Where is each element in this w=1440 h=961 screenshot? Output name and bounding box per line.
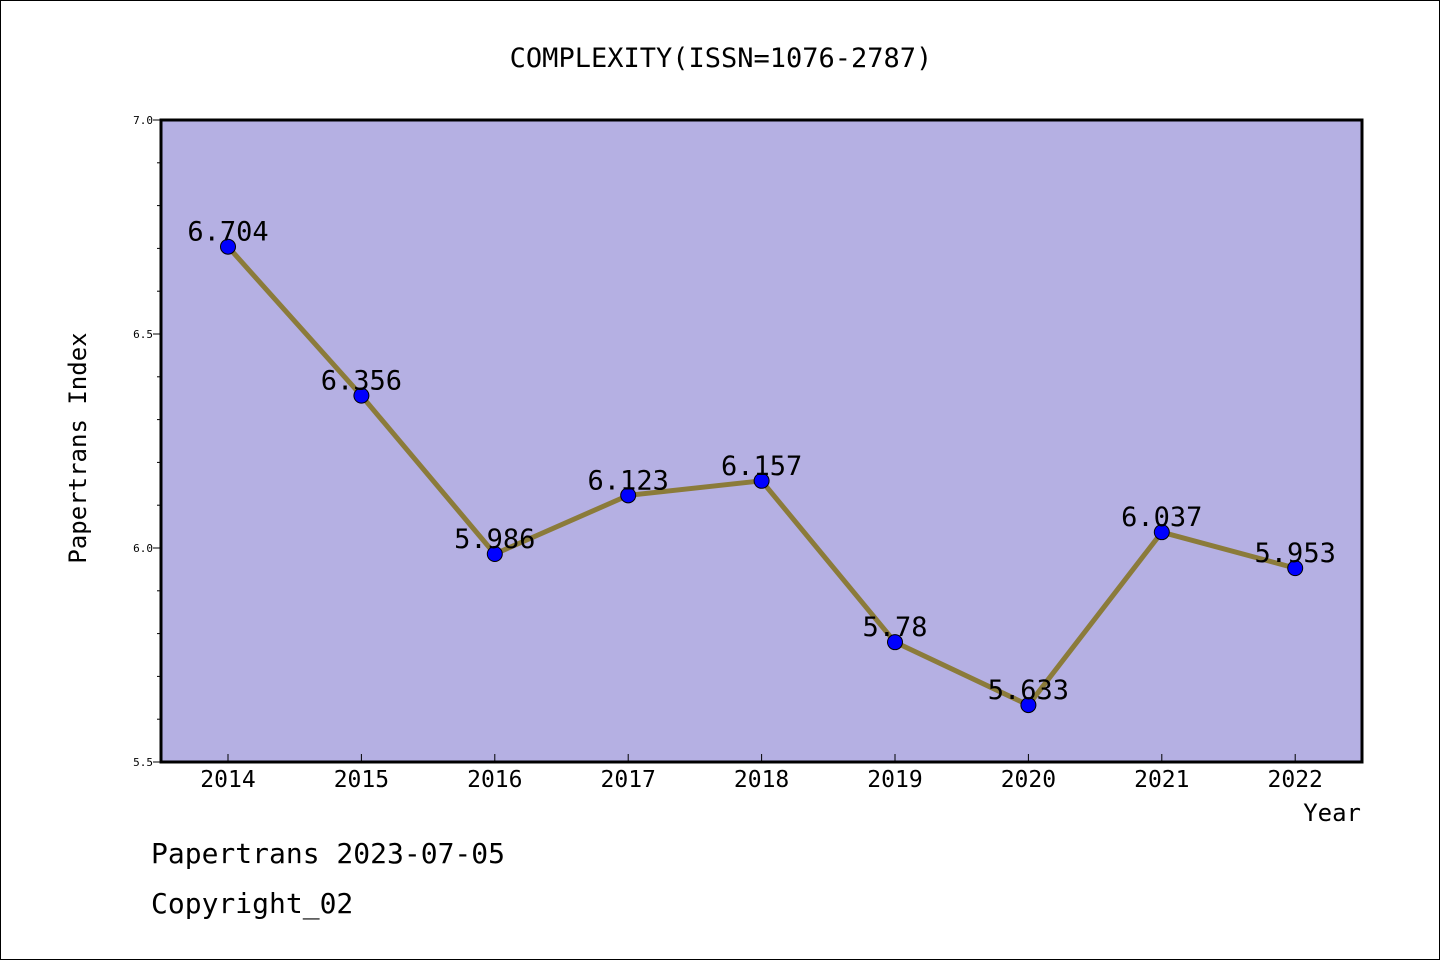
x-tick-label: 2020 xyxy=(1001,767,1056,793)
data-point xyxy=(620,487,637,504)
x-tick-label: 2016 xyxy=(467,767,522,793)
data-point xyxy=(1020,697,1037,714)
x-tick-label: 2018 xyxy=(734,767,789,793)
data-point xyxy=(486,545,503,562)
chart-title: COMPLEXITY(ISSN=1076-2787) xyxy=(510,43,933,74)
data-point xyxy=(1287,560,1304,577)
data-point xyxy=(1153,524,1170,541)
data-point xyxy=(887,634,903,651)
y-tick-label: 6.0 xyxy=(133,542,153,555)
data-label: 6.356 xyxy=(321,366,402,397)
y-axis-label: Papertrans Index xyxy=(64,332,92,563)
series-markers xyxy=(220,238,1304,714)
data-label: 6.157 xyxy=(721,451,802,482)
x-tick-label: 2015 xyxy=(334,767,389,793)
data-point xyxy=(353,387,370,404)
y-tick-label: 5.5 xyxy=(133,756,153,769)
data-label: 6.123 xyxy=(588,465,669,496)
x-tick-label: 2014 xyxy=(200,767,255,793)
x-tick-label: 2017 xyxy=(601,767,656,793)
data-label: 6.704 xyxy=(187,217,268,248)
x-tick-label: 2022 xyxy=(1268,767,1323,793)
footer-copyright: Copyright_02 xyxy=(151,887,354,920)
data-point xyxy=(220,238,236,255)
data-labels: 6.704 6.356 5.986 6.123 6.157 5.78 5.633 6.037 5… xyxy=(187,217,1335,706)
data-label: 5.986 xyxy=(454,524,535,555)
data-point xyxy=(753,472,770,489)
data-label: 5.78 xyxy=(862,612,927,643)
footer-stamp: Papertrans 2023-07-05 xyxy=(151,837,506,870)
x-axis-label: Year xyxy=(1303,799,1361,827)
x-tick-label: 2021 xyxy=(1134,767,1189,793)
y-tick-label: 6.5 xyxy=(133,328,153,341)
x-tick-label: 2019 xyxy=(867,767,922,793)
plot-area xyxy=(159,118,1364,764)
y-axis: 5.5 6.0 6.5 7.0 xyxy=(133,114,161,769)
x-axis: 2014 2015 2016 2017 2018 2019 2020 2021 2022 xyxy=(200,754,1323,793)
data-label: 6.037 xyxy=(1121,502,1202,533)
data-label: 5.633 xyxy=(988,675,1069,706)
y-tick-label: 7.0 xyxy=(133,114,153,127)
data-label: 5.953 xyxy=(1255,538,1336,569)
